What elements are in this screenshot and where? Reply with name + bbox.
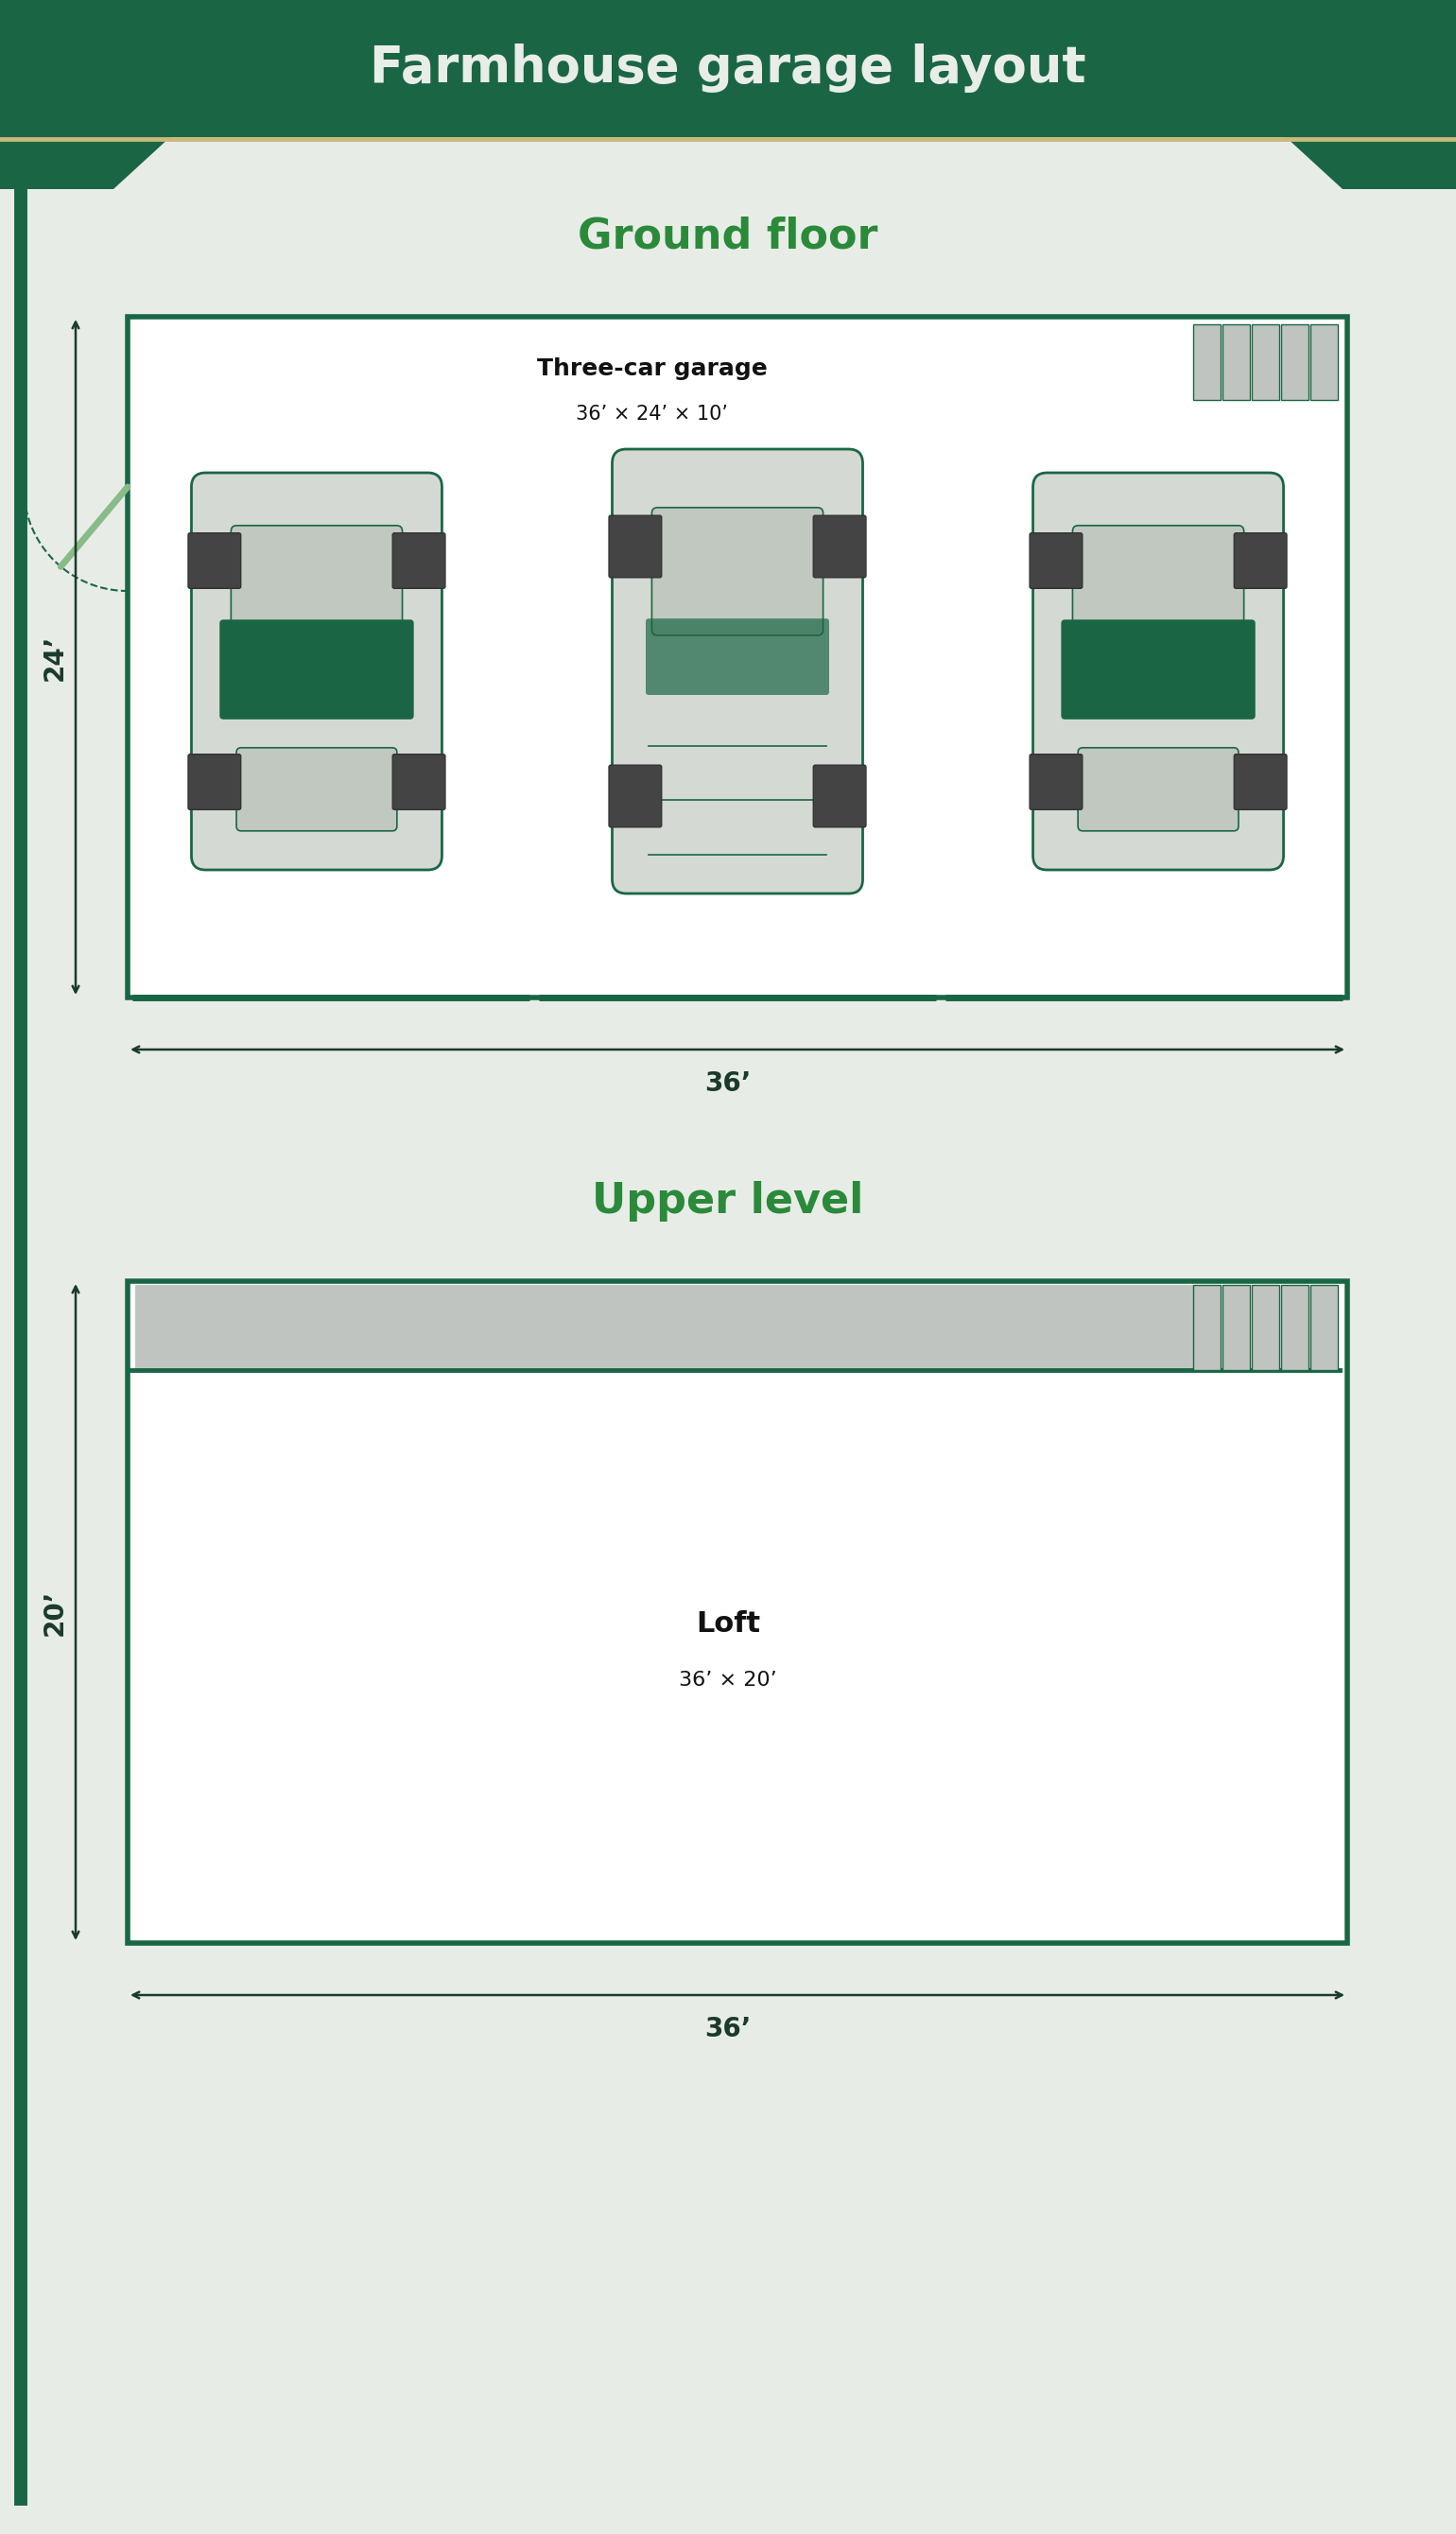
Bar (1223, 1285, 1249, 1371)
FancyBboxPatch shape (393, 532, 446, 588)
FancyBboxPatch shape (236, 748, 397, 831)
FancyBboxPatch shape (646, 618, 828, 694)
Bar (128, 317, 1347, 998)
Bar (1281, 1285, 1309, 1371)
Text: 36’: 36’ (705, 2017, 751, 2042)
Bar (135, 1285, 1194, 1371)
FancyBboxPatch shape (1235, 755, 1287, 811)
FancyBboxPatch shape (188, 532, 240, 588)
Bar (1281, 324, 1309, 400)
FancyBboxPatch shape (814, 765, 866, 826)
Text: 36’ × 24’ × 10’: 36’ × 24’ × 10’ (577, 405, 728, 423)
Text: 36’: 36’ (705, 1069, 751, 1097)
FancyBboxPatch shape (188, 755, 240, 811)
Bar (128, 1282, 1347, 1944)
Bar (1310, 1285, 1338, 1371)
Bar (1252, 324, 1280, 400)
Bar (128, 1282, 1347, 1944)
Bar (1192, 324, 1220, 400)
Text: Farmhouse garage layout: Farmhouse garage layout (370, 43, 1086, 94)
FancyBboxPatch shape (1029, 532, 1082, 588)
Bar (1252, 1285, 1280, 1371)
FancyBboxPatch shape (814, 514, 866, 578)
FancyBboxPatch shape (1032, 474, 1284, 869)
FancyBboxPatch shape (1077, 748, 1239, 831)
FancyBboxPatch shape (191, 474, 443, 869)
Bar (1223, 324, 1249, 400)
Polygon shape (0, 137, 170, 190)
Text: 36’ × 20’: 36’ × 20’ (678, 1670, 778, 1690)
Bar (1310, 324, 1338, 400)
Text: Ground floor: Ground floor (578, 215, 878, 256)
Text: Upper level: Upper level (593, 1181, 863, 1221)
FancyBboxPatch shape (232, 525, 402, 641)
Text: 20’: 20’ (42, 1589, 68, 1634)
FancyBboxPatch shape (1235, 532, 1287, 588)
FancyBboxPatch shape (1073, 525, 1243, 641)
FancyBboxPatch shape (612, 449, 863, 895)
Text: 24’: 24’ (42, 634, 68, 682)
Bar (1192, 1285, 1220, 1371)
FancyBboxPatch shape (652, 507, 823, 636)
FancyBboxPatch shape (1061, 621, 1255, 720)
Bar (128, 317, 1347, 998)
Text: Loft: Loft (696, 1609, 760, 1637)
FancyBboxPatch shape (220, 621, 414, 720)
FancyBboxPatch shape (609, 765, 661, 826)
FancyBboxPatch shape (609, 514, 661, 578)
Bar (0, 0, 1456, 137)
FancyBboxPatch shape (1029, 755, 1082, 811)
Polygon shape (1286, 137, 1456, 190)
Text: Three-car garage: Three-car garage (537, 357, 767, 380)
FancyBboxPatch shape (393, 755, 446, 811)
